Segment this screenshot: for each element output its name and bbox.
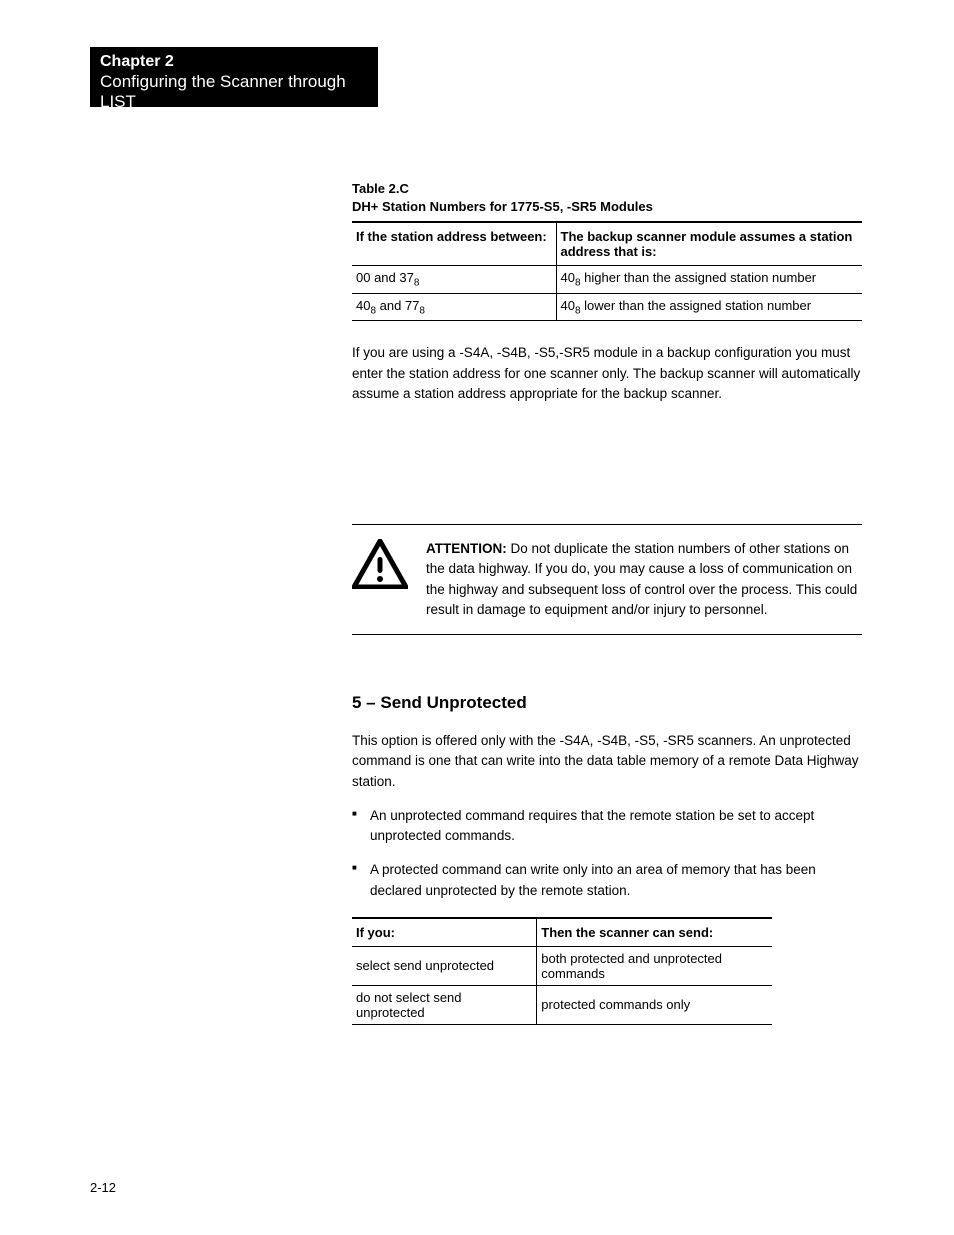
table-row: 408 and 778 408 lower than the assigned … (352, 293, 862, 321)
chapter-number: Chapter 2 (100, 53, 368, 71)
note-paragraph: If you are using a -S4A, -S4B, -S5,-SR5 … (352, 343, 862, 404)
cell-text: 40 (356, 298, 370, 313)
table-caption-line2: DH+ Station Numbers for 1775-S5, -SR5 Mo… (352, 199, 653, 214)
table-caption: Table 2.C DH+ Station Numbers for 1775-S… (352, 180, 862, 215)
table-cell: 00 and 378 (352, 266, 556, 294)
station-numbers-table: If the station address between: The back… (352, 221, 862, 321)
table-cell: 408 and 778 (352, 293, 556, 321)
section-paragraph: This option is offered only with the -S4… (352, 731, 862, 792)
table-caption-line1: Table 2.C (352, 181, 409, 196)
table-cell: select send unprotected (352, 946, 537, 985)
bullet-list: An unprotected command requires that the… (352, 806, 862, 901)
attention-text: ATTENTION: Do not duplicate the station … (426, 539, 862, 620)
table-row: 00 and 378 408 higher than the assigned … (352, 266, 862, 294)
list-item: An unprotected command requires that the… (352, 806, 862, 847)
attention-icon (352, 539, 408, 594)
attention-label: ATTENTION: (426, 541, 507, 556)
horizontal-rule (352, 524, 862, 525)
chapter-header: Chapter 2 Configuring the Scanner throug… (90, 47, 378, 107)
cell-text: and 77 (376, 298, 419, 313)
table-header-row: If the station address between: The back… (352, 222, 862, 266)
chapter-title: Configuring the Scanner through LIST (100, 72, 368, 112)
table-cell: do not select send unprotected (352, 985, 537, 1024)
cell-subscript: 8 (419, 305, 425, 316)
table-cell: 408 lower than the assigned station numb… (556, 293, 862, 321)
table-header-col2: The backup scanner module assumes a stat… (556, 222, 862, 266)
cell-text: higher than the assigned station number (581, 270, 817, 285)
table-header-row: If you: Then the scanner can send: (352, 918, 772, 947)
cell-text: 00 and 37 (356, 270, 414, 285)
table-row: do not select send unprotected protected… (352, 985, 772, 1024)
table-header-col1: If you: (352, 918, 537, 947)
table-header-col1: If the station address between: (352, 222, 556, 266)
cell-subscript: 8 (414, 278, 420, 289)
content-area: Table 2.C DH+ Station Numbers for 1775-S… (352, 180, 862, 1025)
horizontal-rule (352, 634, 862, 635)
page: Chapter 2 Configuring the Scanner throug… (0, 0, 954, 1235)
cell-text: 40 (561, 298, 575, 313)
section-heading: 5 – Send Unprotected (352, 693, 862, 713)
list-item: A protected command can write only into … (352, 860, 862, 901)
cell-text: 40 (561, 270, 575, 285)
table-cell: protected commands only (537, 985, 772, 1024)
table-cell: 408 higher than the assigned station num… (556, 266, 862, 294)
attention-block: ATTENTION: Do not duplicate the station … (352, 539, 862, 620)
send-unprotected-table: If you: Then the scanner can send: selec… (352, 917, 772, 1025)
table-row: select send unprotected both protected a… (352, 946, 772, 985)
table-header-col2: Then the scanner can send: (537, 918, 772, 947)
table-cell: both protected and unprotected commands (537, 946, 772, 985)
page-number: 2-12 (90, 1180, 116, 1195)
cell-text: lower than the assigned station number (581, 298, 812, 313)
